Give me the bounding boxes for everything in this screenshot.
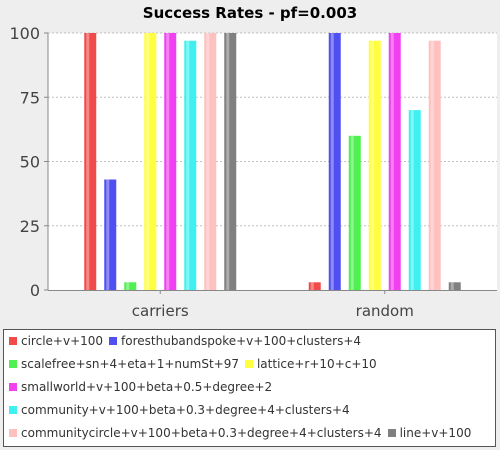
legend-swatch — [9, 359, 17, 368]
bar-highlight — [226, 33, 230, 290]
bar-highlight — [410, 110, 414, 290]
legend-swatch — [9, 382, 17, 391]
y-tick-label: 100 — [9, 24, 40, 43]
y-tick-label: 50 — [20, 153, 40, 172]
legend-label: circle+v+100 — [21, 334, 104, 348]
y-tick-label: 75 — [20, 88, 40, 107]
legend-label: community+v+100+beta+0.3+degree+4+cluste… — [21, 403, 350, 417]
bar — [224, 33, 237, 290]
bar-highlight — [146, 33, 150, 290]
bar — [328, 33, 341, 290]
bar-highlight — [330, 33, 334, 290]
bar — [368, 40, 381, 291]
bar-chart: 0 25 50 75 100 carriers random — [9, 24, 497, 320]
legend-item: smallworld+v+100+beta+0.5+degree+2 — [9, 380, 272, 394]
bar — [204, 33, 217, 290]
legend-swatch — [387, 428, 396, 437]
legend-row: scalefree+sn+4+eta+1+numSt+97 lattice+r+1… — [9, 357, 383, 373]
legend-swatch — [9, 428, 17, 437]
bar — [448, 282, 461, 290]
bar — [308, 282, 321, 290]
bar — [84, 33, 97, 290]
x-tick-label: random — [356, 302, 414, 320]
bar-highlight — [206, 33, 210, 290]
bar-highlight — [450, 282, 454, 290]
legend-row: smallworld+v+100+beta+0.5+degree+2 — [9, 380, 278, 396]
bar-highlight — [370, 40, 374, 291]
bar — [104, 179, 117, 290]
bar-highlight — [106, 179, 110, 290]
x-tick-label: carriers — [132, 302, 189, 320]
bar — [388, 33, 401, 290]
y-tick-label: 0 — [30, 281, 40, 300]
legend-row: communitycircle+v+100+beta+0.3+degree+4+… — [9, 426, 477, 442]
legend-item: circle+v+100 — [9, 334, 103, 348]
legend-item: line+v+100 — [387, 426, 472, 440]
bar — [408, 110, 421, 290]
legend-swatch — [109, 336, 118, 345]
legend-label: scalefree+sn+4+eta+1+numSt+97 — [21, 357, 239, 371]
legend-item: foresthubandspoke+v+100+clusters+4 — [109, 334, 361, 348]
legend-swatch — [9, 336, 17, 345]
bar — [184, 40, 197, 291]
legend-item: communitycircle+v+100+beta+0.3+degree+4+… — [9, 426, 382, 440]
legend-row: circle+v+100 foresthubandspoke+v+100+clus… — [9, 334, 367, 350]
legend-row: community+v+100+beta+0.3+degree+4+cluste… — [9, 403, 356, 419]
legend-item: lattice+r+10+c+10 — [244, 357, 377, 371]
bar — [348, 135, 361, 290]
chart-title: Success Rates - pf=0.003 — [142, 4, 358, 22]
bar-highlight — [310, 282, 314, 290]
legend-label: communitycircle+v+100+beta+0.3+degree+4+… — [21, 426, 382, 440]
bar-highlight — [166, 33, 170, 290]
legend-label: smallworld+v+100+beta+0.5+degree+2 — [21, 380, 273, 394]
bar-highlight — [430, 40, 434, 291]
bar-highlight — [350, 135, 354, 290]
legend-item: community+v+100+beta+0.3+degree+4+cluste… — [9, 403, 350, 417]
legend-label: line+v+100 — [399, 426, 472, 440]
legend-swatch — [244, 359, 253, 368]
legend-label: lattice+r+10+c+10 — [256, 357, 377, 371]
y-tick-label: 25 — [20, 217, 40, 236]
bar — [164, 33, 177, 290]
bar — [144, 33, 157, 290]
bar-highlight — [86, 33, 90, 290]
legend-item: scalefree+sn+4+eta+1+numSt+97 — [9, 357, 239, 371]
bar — [428, 40, 441, 291]
bar-highlight — [186, 40, 190, 291]
legend-swatch — [9, 405, 17, 414]
legend: circle+v+100 foresthubandspoke+v+100+clus… — [3, 329, 496, 447]
bar-highlight — [126, 282, 130, 290]
legend-label: foresthubandspoke+v+100+clusters+4 — [121, 334, 362, 348]
bar-highlight — [390, 33, 394, 290]
bar — [124, 282, 137, 290]
